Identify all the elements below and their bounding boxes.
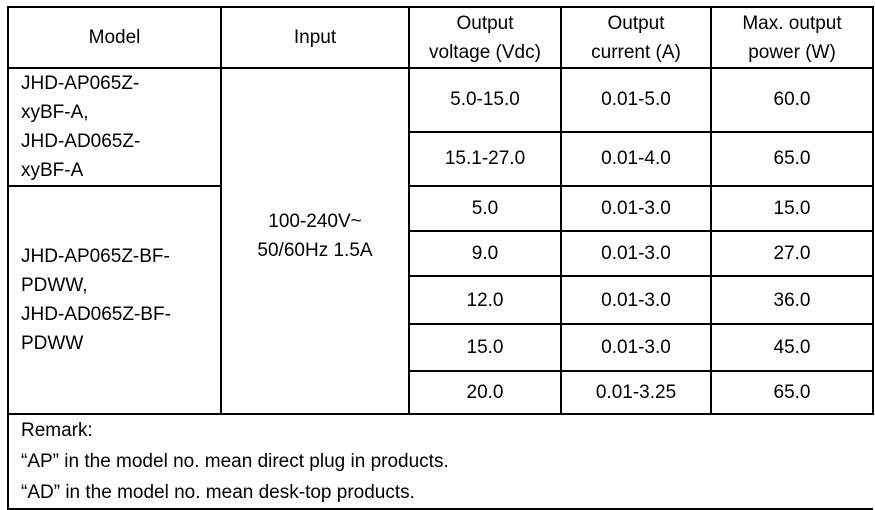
current-cell: 0.01-3.0 (560, 323, 712, 372)
remark-row: Remark: “AP” in the model no. mean direc… (7, 413, 873, 510)
remark-cell: Remark: “AP” in the model no. mean direc… (7, 413, 873, 510)
voltage-cell: 12.0 (408, 275, 562, 325)
model-text: xyBF-A (21, 160, 84, 181)
model-text: JHD-AD065Z-BF- (21, 304, 171, 325)
table-row: 15.0 0.01-3.0 45.0 (8, 323, 874, 372)
header-input: Input (220, 6, 410, 69)
power-cell: 65.0 (710, 370, 874, 415)
voltage-cell: 15.0 (408, 323, 562, 372)
current-cell: 0.01-3.0 (560, 185, 712, 232)
header-text: voltage (Vdc) (429, 41, 541, 63)
table-row: 15.1-27.0 0.01-4.0 65.0 (8, 130, 874, 188)
input-text: 50/60Hz 1.5A (257, 240, 373, 261)
table-row: 9.0 0.01-3.0 27.0 (8, 230, 874, 277)
model-cell: JHD-AP065Z-BF- PDWW, JHD-AD065Z-BF- PDWW (7, 185, 222, 415)
header-text: Output (607, 12, 665, 34)
table-row: 20.0 0.01-3.25 65.0 (8, 370, 874, 415)
power-cell: 15.0 (710, 185, 874, 232)
power-cell: 45.0 (710, 323, 874, 372)
current-cell: 0.01-5.0 (560, 67, 712, 133)
model-text: JHD-AD065Z- (21, 131, 141, 152)
table-row: JHD-AP065Z- xyBF-A, JHD-AD065Z- xyBF-A 1… (7, 67, 874, 415)
model-cell: JHD-AP065Z- xyBF-A, JHD-AD065Z- xyBF-A (7, 67, 222, 187)
power-cell: 27.0 (710, 230, 874, 277)
voltage-cell: 5.0 (408, 185, 562, 232)
header-text: current (A) (591, 41, 681, 63)
model-text: JHD-AP065Z-BF- (21, 246, 170, 267)
current-cell: 0.01-4.0 (560, 130, 712, 188)
remark-line: “AP” in the model no. mean direct plug i… (21, 451, 449, 472)
header-row: Model Input Output voltage (Vdc) Output cu… (7, 6, 874, 69)
model-text: PDWW, (21, 275, 88, 296)
model-text: xyBF-A, (21, 102, 89, 123)
header-text: Output (456, 12, 514, 34)
current-cell: 0.01-3.0 (560, 230, 712, 277)
table-row: JHD-AP065Z-BF- PDWW, JHD-AD065Z-BF- PDWW… (7, 185, 874, 415)
input-text: 100-240V~ (268, 211, 362, 232)
power-cell: 36.0 (710, 275, 874, 325)
current-cell: 0.01-3.0 (560, 275, 712, 325)
table-row: 12.0 0.01-3.0 36.0 (8, 275, 874, 325)
power-cell: 60.0 (710, 67, 874, 133)
voltage-cell: 5.0-15.0 (408, 67, 562, 133)
header-text: power (W) (748, 41, 836, 63)
voltage-cell: 15.1-27.0 (408, 130, 562, 188)
header-current: Output current (A) (560, 6, 712, 69)
spec-table: Model Input Output voltage (Vdc) Output cu… (7, 6, 874, 510)
remark-title: Remark: (21, 420, 93, 441)
header-power: Max. output power (W) (710, 6, 874, 69)
power-cell: 65.0 (710, 130, 874, 188)
model-text: JHD-AP065Z- (21, 73, 140, 94)
remark-line: “AD” in the model no. mean desk-top prod… (21, 482, 415, 503)
model-text: PDWW (21, 333, 84, 354)
header-voltage: Output voltage (Vdc) (408, 6, 562, 69)
header-text: Max. output (742, 12, 842, 34)
voltage-cell: 20.0 (408, 370, 562, 415)
header-model: Model (7, 6, 222, 69)
current-cell: 0.01-3.25 (560, 370, 712, 415)
input-cell: 100-240V~ 50/60Hz 1.5A (220, 67, 410, 415)
voltage-cell: 9.0 (408, 230, 562, 277)
